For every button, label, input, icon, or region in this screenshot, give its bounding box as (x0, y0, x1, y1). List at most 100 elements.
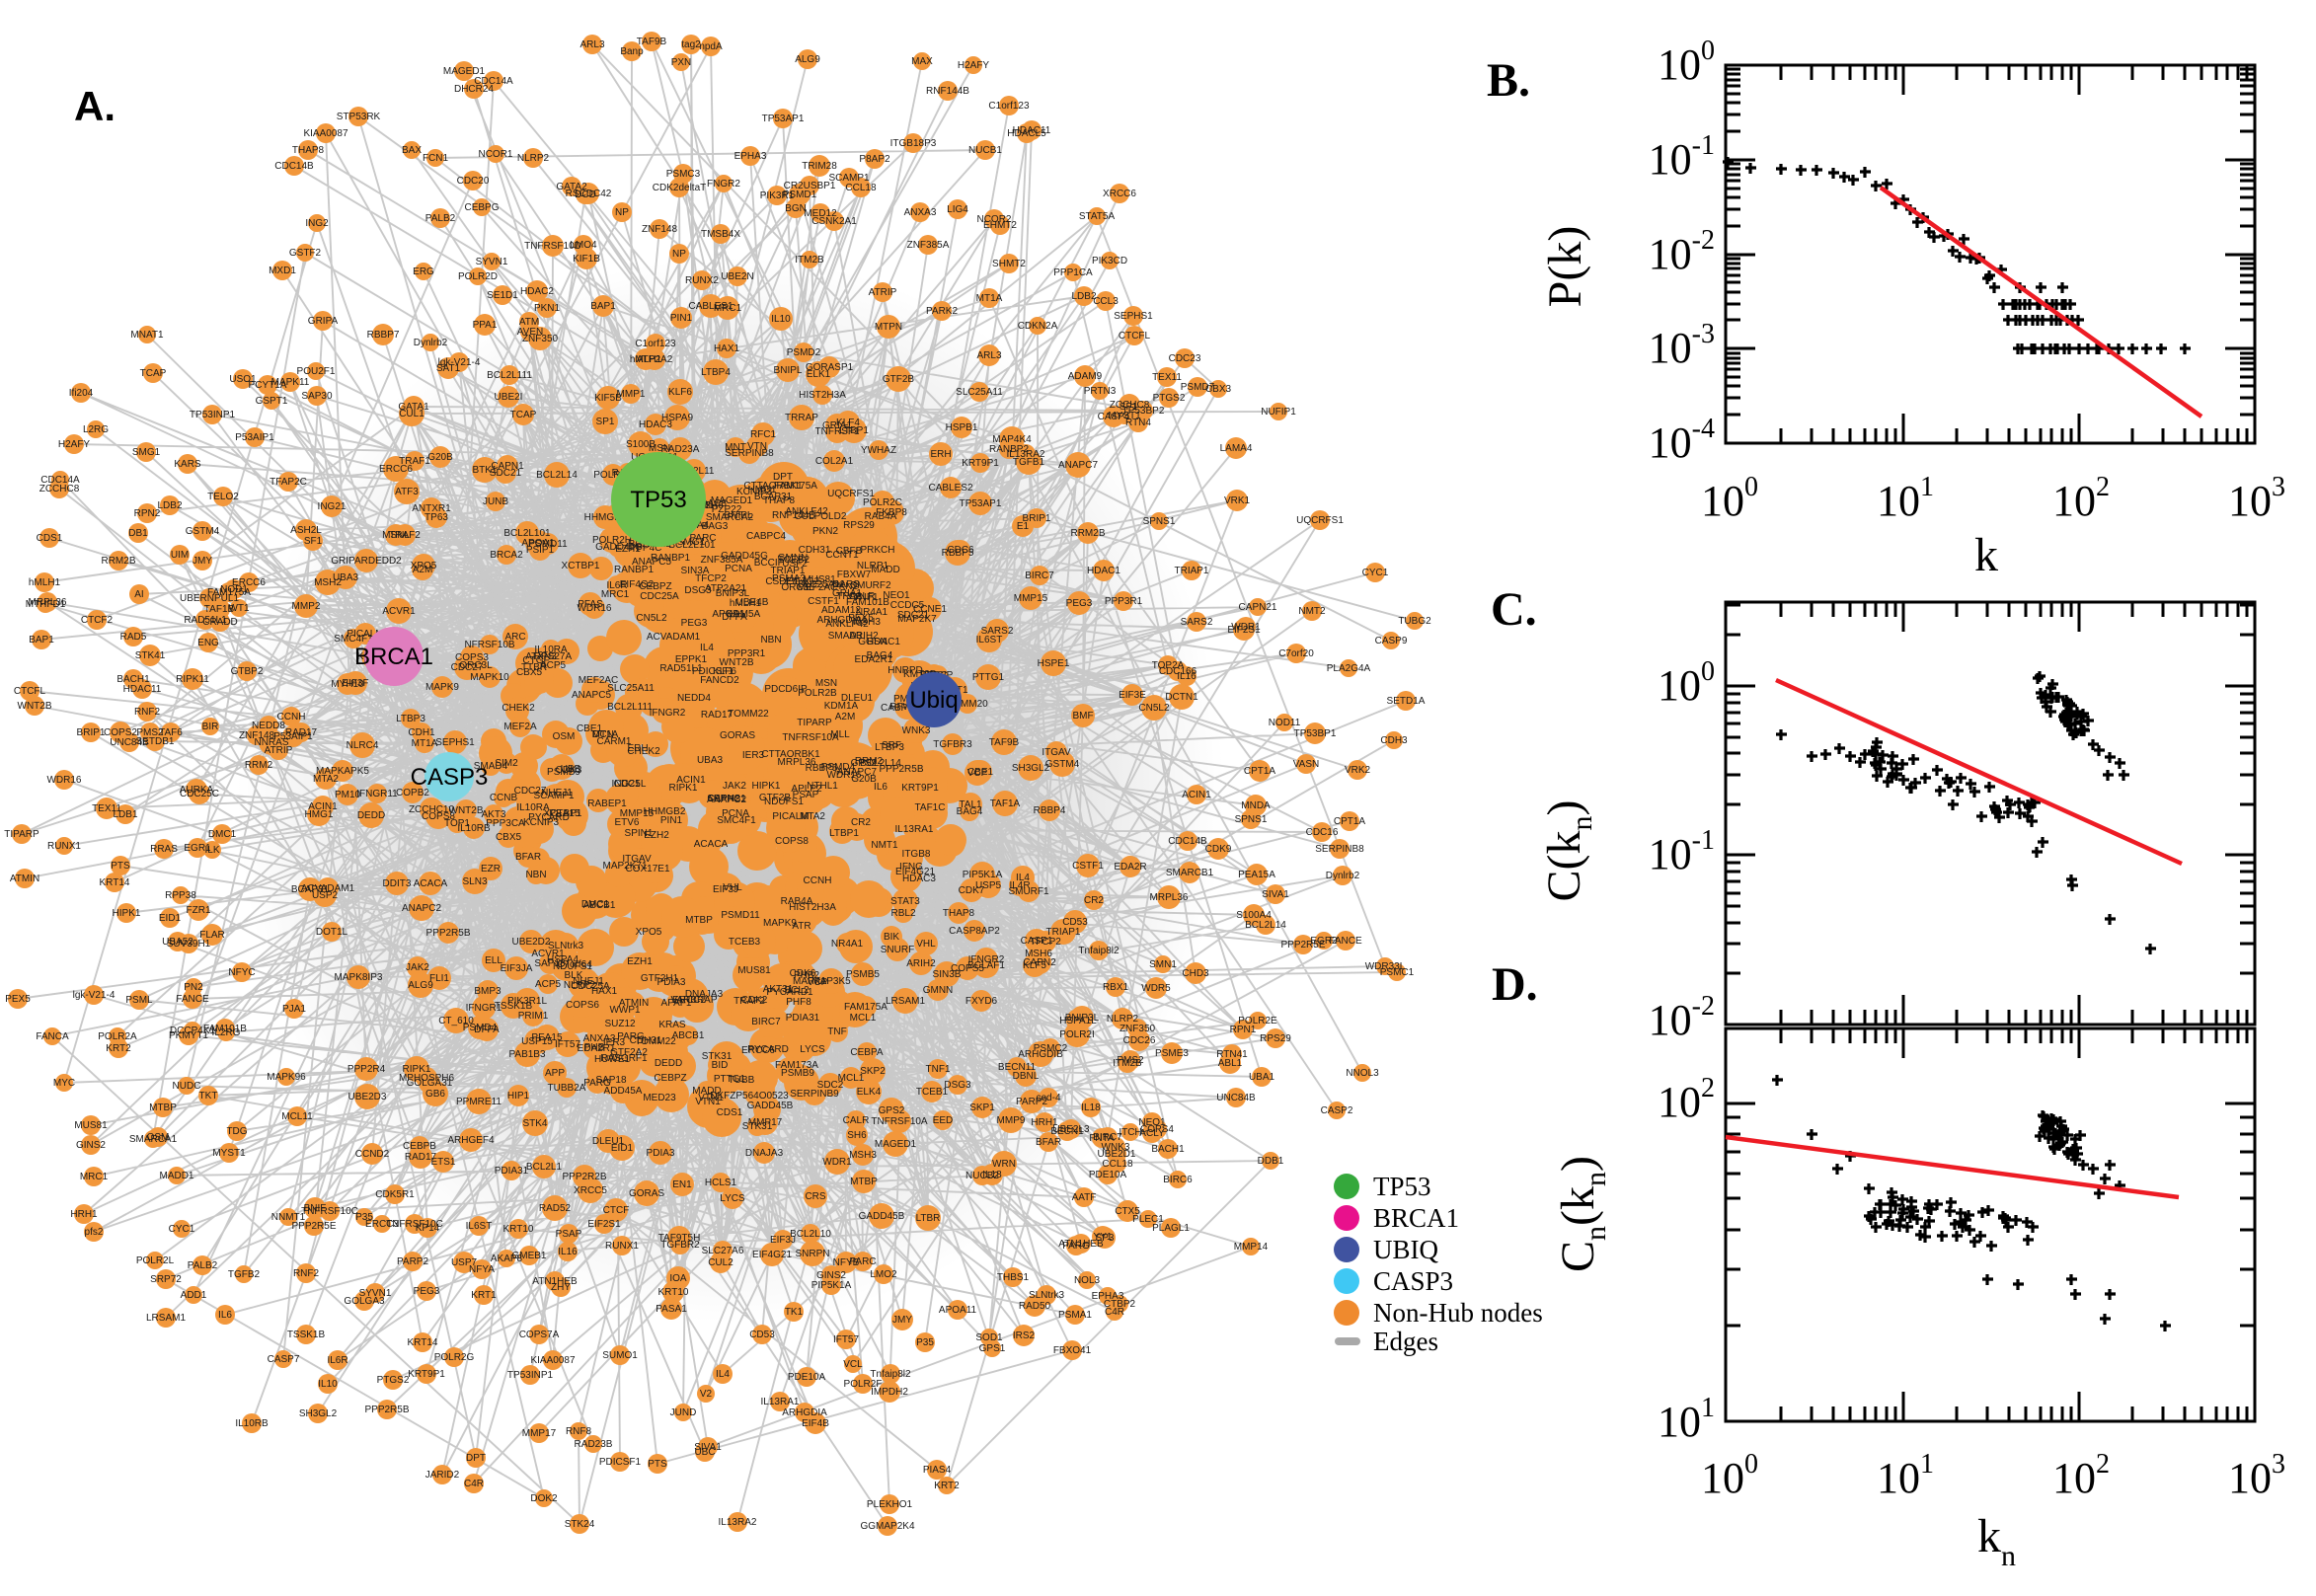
svg-text:FBXW7: FBXW7 (837, 570, 872, 580)
svg-text:MMP14: MMP14 (1234, 1242, 1269, 1253)
svg-text:UQCRFS1: UQCRFS1 (1296, 515, 1344, 526)
svg-text:CT_610: CT_610 (438, 1016, 474, 1026)
svg-text:BIRC7: BIRC7 (751, 1017, 781, 1027)
svg-text:MNDA: MNDA (1241, 800, 1271, 811)
svg-text:PEG3: PEG3 (1066, 598, 1093, 609)
svg-text:PKN2: PKN2 (812, 526, 839, 537)
svg-text:SPNS1: SPNS1 (1235, 814, 1268, 825)
svg-text:BFAR: BFAR (515, 852, 541, 863)
svg-text:PSMC3: PSMC3 (666, 169, 701, 180)
svg-text:ATN1HEB: ATN1HEB (532, 1276, 578, 1287)
svg-text:NHEJ1: NHEJ1 (541, 788, 573, 798)
svg-text:ADAM9: ADAM9 (1068, 371, 1103, 382)
svg-text:Dynlrb2: Dynlrb2 (1326, 871, 1360, 881)
svg-text:CDC16: CDC16 (1306, 827, 1339, 838)
svg-text:GINS2: GINS2 (76, 1140, 106, 1151)
svg-text:ILK: ILK (204, 845, 219, 856)
svg-text:NFYB: NFYB (833, 1257, 860, 1268)
svg-text:CD53: CD53 (749, 1330, 775, 1340)
svg-text:MSH6: MSH6 (1025, 949, 1052, 959)
svg-text:MTBP: MTBP (850, 1177, 878, 1187)
svg-text:CTCFL: CTCFL (1119, 331, 1151, 342)
svg-text:LTBP4: LTBP4 (701, 367, 731, 378)
svg-text:ZCCHC8: ZCCHC8 (39, 484, 80, 494)
svg-text:ENG: ENG (197, 638, 219, 648)
svg-text:ATP2A2: ATP2A2 (637, 354, 673, 365)
svg-text:ARHGDIA: ARHGDIA (782, 1407, 827, 1418)
svg-text:CEBPA: CEBPA (850, 1047, 883, 1058)
svg-text:ACACA: ACACA (694, 839, 729, 850)
svg-text:PIN1: PIN1 (660, 815, 683, 826)
svg-text:APOA11: APOA11 (939, 1305, 977, 1316)
svg-text:MSH3: MSH3 (853, 617, 881, 628)
svg-text:ELK1: ELK1 (807, 369, 831, 380)
svg-text:XPO5: XPO5 (636, 927, 662, 938)
svg-text:EIF3E: EIF3E (1119, 690, 1146, 701)
svg-text:EIF2S1: EIF2S1 (587, 1219, 621, 1230)
svg-text:TCAP: TCAP (510, 410, 537, 420)
svg-text:IL13RA2: IL13RA2 (719, 1517, 757, 1528)
svg-text:IRS2: IRS2 (1013, 1330, 1036, 1341)
svg-text:CDH1: CDH1 (408, 727, 435, 738)
svg-text:CABPC4: CABPC4 (746, 531, 786, 542)
svg-text:BAP1: BAP1 (590, 301, 616, 312)
svg-text:UBE2D3: UBE2D3 (348, 1092, 387, 1102)
svg-text:PPP2R5E: PPP2R5E (291, 1221, 336, 1232)
svg-text:PMS2: PMS2 (136, 727, 164, 738)
svg-text:KRT2: KRT2 (106, 1043, 131, 1054)
svg-text:hMLH1: hMLH1 (730, 598, 762, 609)
svg-text:HSPE1: HSPE1 (1038, 658, 1070, 669)
svg-text:NNOL3: NNOL3 (1346, 1068, 1379, 1079)
svg-text:EED: EED (933, 1115, 954, 1126)
svg-text:WDR33L: WDR33L (1365, 961, 1406, 972)
svg-text:TNF: TNF (827, 1026, 846, 1037)
svg-text:SDC21: SDC21 (897, 610, 930, 621)
svg-text:CDC6: CDC6 (947, 545, 974, 556)
svg-text:FANCE: FANCE (176, 994, 209, 1005)
svg-text:SARS2: SARS2 (981, 626, 1014, 637)
svg-text:HIPK1: HIPK1 (752, 781, 781, 792)
svg-text:PDIA3: PDIA3 (657, 977, 686, 988)
svg-text:ACIN1: ACIN1 (1182, 790, 1211, 800)
svg-text:POLR2A: POLR2A (98, 1031, 137, 1042)
svg-text:STK31: STK31 (702, 1051, 733, 1062)
svg-text:CASP8AP2: CASP8AP2 (949, 926, 1000, 937)
svg-text:TDG: TDG (226, 1126, 247, 1137)
svg-text:BACH1: BACH1 (116, 674, 150, 685)
svg-text:PJA1: PJA1 (282, 1004, 306, 1015)
svg-text:MED23: MED23 (643, 1093, 676, 1103)
svg-text:SMARCB1: SMARCB1 (1166, 868, 1214, 878)
svg-text:CDC25A: CDC25A (640, 591, 679, 602)
svg-text:CDC14B: CDC14B (274, 161, 314, 172)
svg-text:CSTF1: CSTF1 (1072, 861, 1104, 872)
svg-text:UBA3: UBA3 (697, 755, 724, 766)
svg-text:H2AFY: H2AFY (958, 60, 990, 71)
svg-text:BCAP31: BCAP31 (754, 492, 793, 502)
svg-text:BGN: BGN (785, 203, 807, 214)
svg-text:SLC27A6: SLC27A6 (702, 1246, 744, 1256)
svg-text:NUFIP1: NUFIP1 (1261, 407, 1296, 418)
svg-text:k: k (1974, 529, 1998, 581)
svg-text:SF1: SF1 (1119, 402, 1138, 413)
svg-text:MSH2: MSH2 (314, 577, 342, 588)
svg-text:JAK2: JAK2 (723, 781, 746, 792)
svg-text:PTGS2: PTGS2 (1153, 393, 1186, 404)
svg-text:BCL2L14: BCL2L14 (536, 470, 578, 481)
svg-text:HAX1: HAX1 (714, 343, 740, 354)
svg-text:MRC1: MRC1 (80, 1172, 109, 1182)
svg-text:SEPHS1: SEPHS1 (1114, 311, 1153, 322)
svg-text:WDR1: WDR1 (1231, 622, 1261, 633)
svg-text:BAP1: BAP1 (29, 635, 54, 646)
svg-text:CAPN21: CAPN21 (1239, 602, 1277, 613)
svg-text:SETD1A: SETD1A (1387, 696, 1426, 707)
svg-text:WNK3: WNK3 (1102, 1142, 1130, 1153)
svg-text:NOL3: NOL3 (1074, 1275, 1101, 1286)
svg-text:PPP2R5B: PPP2R5B (425, 928, 470, 939)
svg-text:LIG4: LIG4 (947, 204, 968, 215)
svg-text:POLR2D: POLR2D (458, 271, 498, 282)
svg-text:OSM: OSM (147, 1132, 170, 1143)
svg-text:Tnfaip8l2: Tnfaip8l2 (1078, 946, 1119, 956)
svg-text:PLEKHO1: PLEKHO1 (867, 1499, 913, 1510)
svg-text:COL2A1: COL2A1 (815, 456, 854, 467)
svg-text:ANAPC2: ANAPC2 (402, 903, 441, 914)
